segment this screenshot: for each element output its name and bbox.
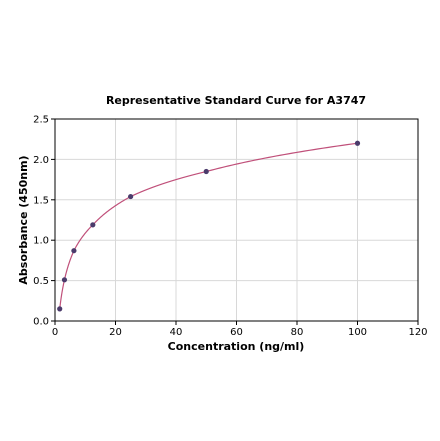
data-point — [354, 140, 361, 146]
y-axis-ticks: 0.0 0.5 1.0 1.5 2.0 2.5 — [33, 115, 55, 328]
x-axis-label: Concentration (ng/ml) — [168, 340, 305, 353]
data-point — [61, 277, 68, 283]
chart-title: Representative Standard Curve for A3747 — [106, 94, 366, 107]
y-tick-label: 0.0 — [33, 317, 49, 328]
data-point — [71, 248, 77, 254]
data-point — [57, 306, 63, 312]
x-tick-label: 60 — [230, 327, 243, 338]
x-tick-label: 40 — [170, 327, 183, 338]
x-axis-ticks: 0 20 40 60 80 100 120 — [52, 321, 428, 338]
x-tick-label: 0 — [52, 327, 58, 338]
grid — [54, 118, 419, 322]
data-point — [203, 168, 209, 175]
x-tick-label: 100 — [348, 327, 367, 338]
x-tick-label: 20 — [109, 327, 122, 338]
y-axis-label: Absorbance (450nm) — [17, 155, 30, 284]
data-points-layer — [57, 140, 361, 312]
y-tick-label: 2.5 — [33, 115, 49, 126]
y-tick-label: 1.0 — [33, 236, 49, 247]
data-point — [90, 222, 96, 228]
y-tick-label: 2.0 — [33, 155, 49, 166]
x-tick-label: 80 — [291, 327, 304, 338]
fitted-curve — [59, 142, 358, 309]
fitted-curve-layer — [59, 142, 358, 309]
y-tick-label: 0.5 — [33, 276, 49, 287]
y-tick-label: 1.5 — [33, 195, 49, 206]
data-point — [128, 193, 134, 200]
x-tick-label: 120 — [408, 327, 427, 338]
